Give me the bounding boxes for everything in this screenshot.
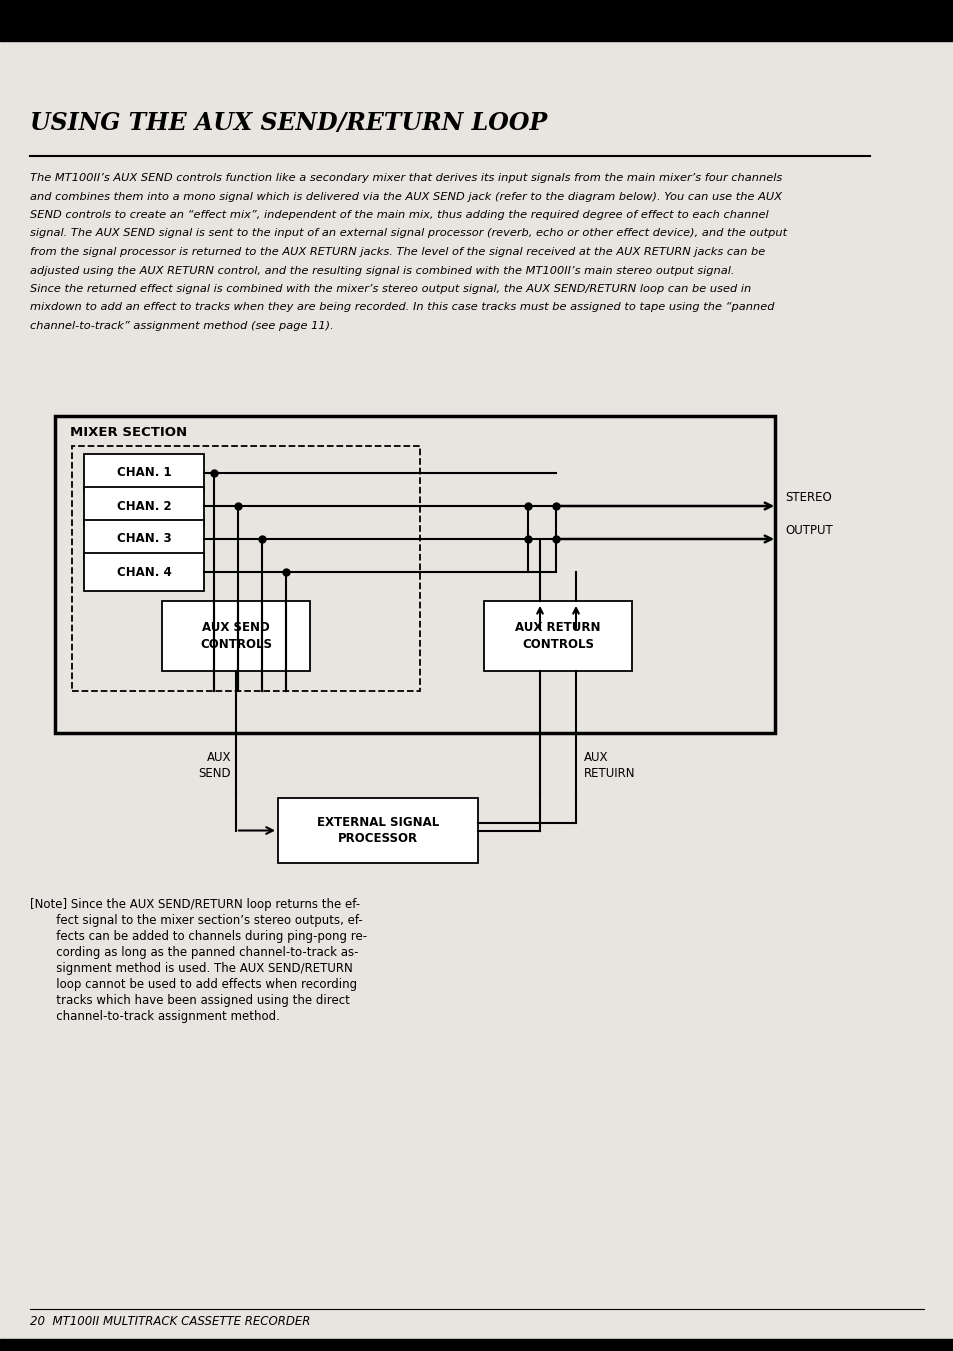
Bar — [84, 553, 204, 590]
Text: channel-to-track” assignment method (see page 11).: channel-to-track” assignment method (see… — [30, 322, 334, 331]
Text: channel-to-track assignment method.: channel-to-track assignment method. — [30, 1011, 279, 1023]
Text: fects can be added to channels during ping-pong re-: fects can be added to channels during pi… — [30, 929, 367, 943]
Bar — [84, 486, 204, 526]
Text: CHAN. 3: CHAN. 3 — [116, 532, 172, 546]
Bar — [0, 1339, 953, 1351]
Text: CHAN. 4: CHAN. 4 — [116, 566, 172, 578]
Text: USING THE AUX SEND/RETURN LOOP: USING THE AUX SEND/RETURN LOOP — [30, 111, 547, 135]
Text: cording as long as the panned channel-to-track as-: cording as long as the panned channel-to… — [30, 946, 358, 959]
Text: AUX RETURN
CONTROLS: AUX RETURN CONTROLS — [515, 621, 600, 651]
Text: adjusted using the AUX RETURN control, and the resulting signal is combined with: adjusted using the AUX RETURN control, a… — [30, 266, 734, 276]
Text: CHAN. 1: CHAN. 1 — [116, 466, 172, 480]
Text: tracks which have been assigned using the direct: tracks which have been assigned using th… — [30, 994, 350, 1006]
Text: [Note] Since the AUX SEND/RETURN loop returns the ef-: [Note] Since the AUX SEND/RETURN loop re… — [30, 898, 359, 911]
Text: The MT100II’s AUX SEND controls function like a secondary mixer that derives its: The MT100II’s AUX SEND controls function… — [30, 173, 781, 182]
Bar — [55, 416, 774, 734]
Text: CHAN. 2: CHAN. 2 — [116, 500, 172, 512]
Bar — [71, 446, 419, 690]
Text: signal. The AUX SEND signal is sent to the input of an external signal processor: signal. The AUX SEND signal is sent to t… — [30, 228, 786, 239]
Text: AUX SEND
CONTROLS: AUX SEND CONTROLS — [200, 621, 272, 651]
Bar — [84, 454, 204, 492]
Bar — [84, 520, 204, 558]
Bar — [0, 0, 953, 41]
Bar — [277, 798, 477, 863]
Text: from the signal processor is returned to the AUX RETURN jacks. The level of the : from the signal processor is returned to… — [30, 247, 764, 257]
Text: mixdown to add an effect to tracks when they are being recorded. In this case tr: mixdown to add an effect to tracks when … — [30, 303, 774, 312]
Text: MIXER SECTION: MIXER SECTION — [70, 426, 187, 439]
Text: loop cannot be used to add effects when recording: loop cannot be used to add effects when … — [30, 978, 356, 992]
Text: 20  MT100II MULTITRACK CASSETTE RECORDER: 20 MT100II MULTITRACK CASSETTE RECORDER — [30, 1315, 310, 1328]
Text: and combines them into a mono signal which is delivered via the AUX SEND jack (r: and combines them into a mono signal whi… — [30, 192, 781, 201]
Text: AUX
SEND: AUX SEND — [198, 751, 231, 780]
Text: signment method is used. The AUX SEND/RETURN: signment method is used. The AUX SEND/RE… — [30, 962, 353, 975]
Text: fect signal to the mixer section’s stereo outputs, ef-: fect signal to the mixer section’s stere… — [30, 915, 362, 927]
Text: Since the returned effect signal is combined with the mixer’s stereo output sign: Since the returned effect signal is comb… — [30, 284, 750, 295]
Bar — [483, 601, 631, 671]
Text: EXTERNAL SIGNAL
PROCESSOR: EXTERNAL SIGNAL PROCESSOR — [316, 816, 438, 846]
Text: STEREO: STEREO — [784, 490, 831, 504]
Bar — [162, 601, 310, 671]
Text: SEND controls to create an “effect mix”, independent of the main mix, thus addin: SEND controls to create an “effect mix”,… — [30, 209, 768, 220]
Text: OUTPUT: OUTPUT — [784, 524, 832, 536]
Text: AUX
RETUIRN: AUX RETUIRN — [583, 751, 635, 780]
